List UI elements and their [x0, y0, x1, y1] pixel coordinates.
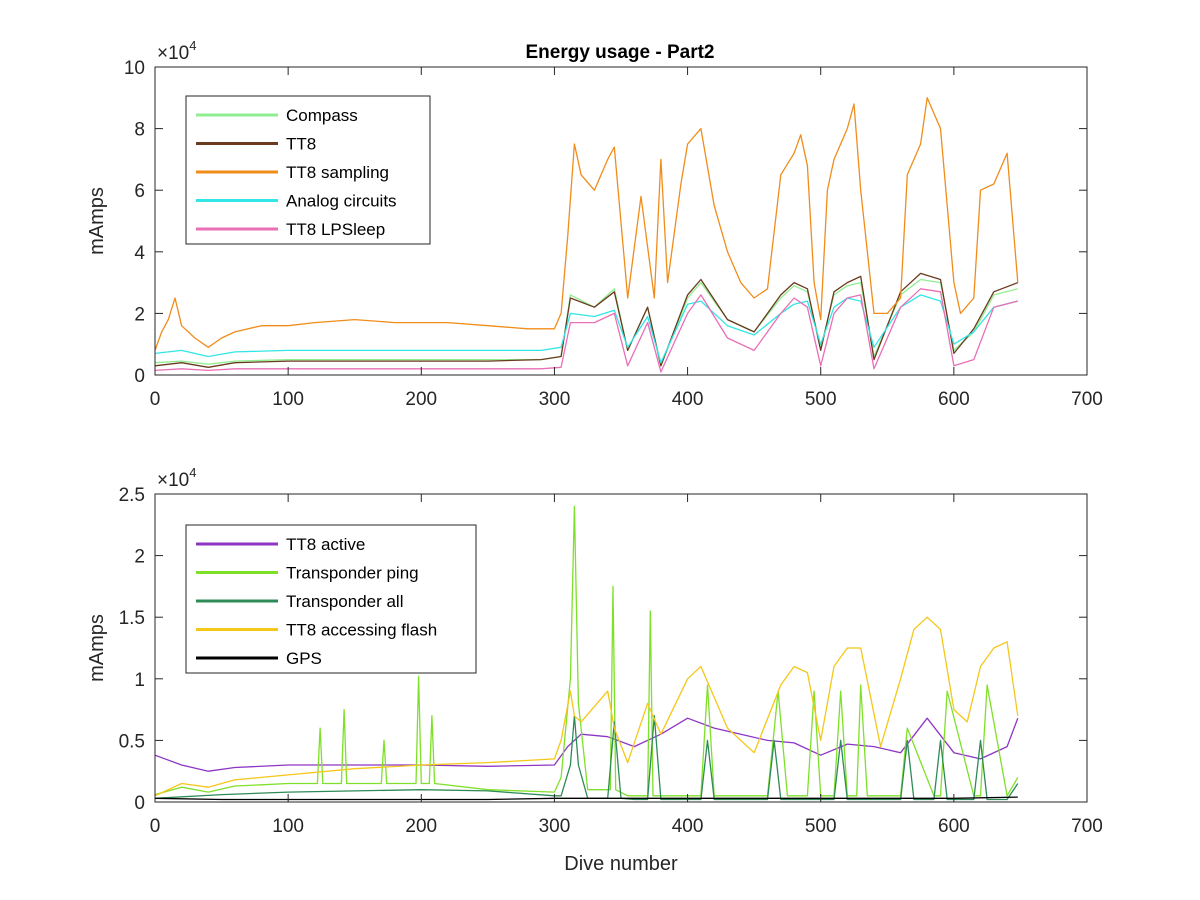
x-tick-label: 700: [1071, 816, 1103, 837]
legend-entry-label: TT8 LPSleep: [286, 220, 385, 239]
y-tick-label: 4: [134, 243, 145, 264]
y-exponent-power: 4: [189, 465, 196, 480]
y-tick-label: 2: [134, 304, 145, 325]
x-tick-label: 100: [272, 389, 304, 410]
y-tick-label: 0: [134, 793, 145, 814]
series-line-2-2: [154, 505, 1019, 797]
x-tick-label: 600: [938, 389, 970, 410]
x-axis-label: Dive number: [564, 853, 678, 875]
axes-frame: [154, 493, 1088, 803]
top-panel: 0 100 200 300 400 500 600 7000246810×104mAmpsCo…: [86, 38, 1103, 410]
chart-title: Energy usage - Part2: [525, 42, 714, 63]
legend: Compass TT8 TT8 sampling Analog circuits TT8…: [185, 95, 431, 245]
y-axis-label: mAmps: [86, 187, 108, 255]
legend-entry-label: Compass: [286, 106, 358, 125]
bottom-panel: 0 100 200 300 400 500 600 700 0 0.5 1 1.5 2 2.5 ×104 mA…: [86, 465, 1103, 875]
series-line-1-5: [154, 288, 1018, 373]
series-line-2-3: [154, 715, 1019, 801]
x-tick-label: 100: [272, 816, 304, 837]
legend-entry-label: TT8 accessing flash: [286, 621, 437, 640]
y-tick-label: 2.5: [119, 485, 145, 506]
x-tick-label: 500: [805, 389, 837, 410]
y-tick-label: 1: [134, 670, 145, 691]
series-line-1-3: [154, 97, 1019, 351]
x-tick-label: 0: [150, 816, 161, 837]
y-exponent-label: ×104: [157, 465, 196, 491]
x-tick-label: 200: [405, 389, 437, 410]
legend-entry-label: Transponder ping: [286, 564, 419, 583]
series-line-2-4: [154, 616, 1019, 797]
y-tick-label: 0.5: [119, 731, 145, 752]
x-tick-label: 200: [405, 816, 437, 837]
x-tick-label: 300: [539, 389, 571, 410]
y-axis-label: mAmps: [86, 614, 108, 682]
legend-entry-label: GPS: [286, 649, 322, 668]
axes-frame: [154, 66, 1088, 376]
y-tick-label: 2: [134, 547, 145, 568]
x-tick-label: 0: [150, 389, 161, 410]
y-exponent-power: 4: [189, 38, 196, 53]
series-line-2-5: [154, 796, 1018, 801]
legend-entry-label: TT8: [286, 135, 316, 154]
legend-entry-label: Analog circuits: [286, 192, 397, 211]
legend-entry-label: TT8 sampling: [286, 163, 389, 182]
legend-box: [185, 95, 431, 245]
y-tick-label: 1.5: [119, 608, 145, 629]
x-tick-label: 300: [539, 816, 571, 837]
y-tick-label: 0: [134, 366, 145, 387]
y-tick-label: 10: [124, 58, 145, 79]
x-tick-label: 600: [938, 816, 970, 837]
legend-box: [185, 524, 477, 674]
x-tick-label: 700: [1071, 389, 1103, 410]
x-tick-label: 500: [805, 816, 837, 837]
legend-entry-label: Transponder all: [286, 592, 404, 611]
legend: TT8 active Transponder ping Transponder al…: [185, 524, 477, 674]
x-tick-label: 400: [672, 816, 704, 837]
series-line-1-2: [154, 272, 1019, 368]
y-tick-label: 6: [134, 181, 145, 202]
y-tick-label: 8: [134, 120, 145, 141]
legend-entry-label: TT8 active: [286, 535, 365, 554]
x-tick-label: 400: [672, 389, 704, 410]
series-line-1-4: [154, 294, 1018, 364]
series-line-1-1: [154, 278, 1018, 367]
